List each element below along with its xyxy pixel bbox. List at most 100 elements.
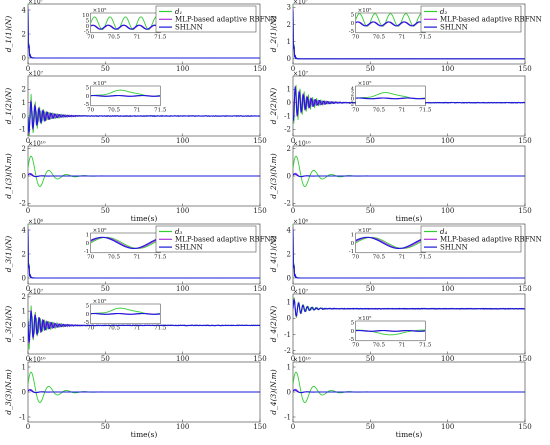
y-exponent: ×10⁷ <box>28 289 44 296</box>
x-tick-label: 100 <box>176 285 189 293</box>
inset-series-shlnn-line <box>90 24 161 30</box>
x-tick-label: 50 <box>101 137 110 145</box>
inset-exponent: ×10⁵ <box>358 7 372 14</box>
series-shlnn-line <box>28 311 260 343</box>
x-tick-label: 150 <box>518 285 531 293</box>
y-axis-label: d_2(1)(N) <box>269 16 278 52</box>
y-tick-label: 0 <box>287 172 291 180</box>
inset-exponent: ×10⁵ <box>93 7 107 14</box>
legend-entry: MLP-based adaptive RBFNN <box>175 236 277 244</box>
y-tick-label: 4 <box>22 226 27 234</box>
inset-plot: 70 70.5 71 71.5 -5 0 5×10⁵ <box>349 315 432 348</box>
inset-series-shlnn-line <box>90 312 161 315</box>
inset-x-tick-label: 70 <box>87 107 94 113</box>
inset-exponent: ×10⁵ <box>358 80 372 87</box>
y-tick-label: 1 <box>287 86 291 94</box>
x-tick-label: 100 <box>176 207 189 215</box>
y-axis-label: d_3(3)(N.m) <box>4 369 13 414</box>
inset-exponent: ×10⁶ <box>358 227 373 234</box>
y-axis-label: d_3(2)(N) <box>4 306 13 342</box>
x-tick-label: 50 <box>101 285 110 293</box>
x-tick-label: 50 <box>366 65 375 73</box>
inset-x-tick-label: 70.5 <box>108 254 121 260</box>
x-tick-label: 150 <box>518 423 531 431</box>
inset-x-tick-label: 70.5 <box>373 34 386 40</box>
x-tick-label: 0 <box>26 355 30 363</box>
y-exponent: ×10¹⁰ <box>293 357 311 364</box>
x-tick-label: 50 <box>366 423 375 431</box>
inset-plot: 70 70.5 71 71.5 -5 0 5×10⁵ <box>349 7 432 40</box>
inset-series-shlnn-line <box>90 94 161 97</box>
y-tick-label: 1 <box>287 363 291 371</box>
y-tick-label: 0 <box>287 388 291 396</box>
y-tick-label: 0 <box>287 315 291 323</box>
y-tick-label: 2 <box>22 30 26 38</box>
series-shlnn-line <box>293 10 525 60</box>
y-axis-label: d_4(2)(N) <box>269 306 278 342</box>
legend-entry: d₂ <box>440 8 447 16</box>
y-tick-label: 4 <box>22 6 27 14</box>
y-tick-label: -2 <box>19 200 26 208</box>
y-exponent: ×10⁷ <box>28 71 44 78</box>
inset-y-tick-label: 0 <box>86 241 90 247</box>
subplot-p4: 0 50 100 150 -2 -1 0 1 ×10⁷ d_2(2)(N) 70 70.5 71 71.5… <box>269 71 532 146</box>
x-tick-label: 0 <box>291 65 295 73</box>
inset-x-tick-label: 71.5 <box>419 34 432 40</box>
inset-y-tick-label: 4 <box>351 86 355 92</box>
y-exponent: ×10⁷ <box>293 71 309 78</box>
inset-series-shlnn-line <box>355 329 426 332</box>
x-tick-label: 50 <box>101 207 110 215</box>
y-exponent: ×10⁶ <box>28 219 44 226</box>
inset-x-tick-label: 70 <box>352 107 359 113</box>
inset-exponent: ×10⁵ <box>93 80 107 87</box>
inset-exponent: ×10⁵ <box>358 315 372 322</box>
inset-series-shlnn-line <box>355 21 426 27</box>
inset-series-d-line <box>355 13 426 27</box>
y-tick-label: 1 <box>22 99 26 107</box>
inset-x-tick-label: 70.5 <box>108 34 121 40</box>
x-tick-label: 50 <box>101 423 110 431</box>
x-tick-label: 50 <box>101 65 110 73</box>
legend-entry: d₄ <box>440 228 447 236</box>
y-axis-label: d_1(3)(N.m) <box>4 153 13 198</box>
x-tick-label: 150 <box>253 355 266 363</box>
inset-y-tick-label: 1 <box>86 233 90 239</box>
y-exponent: ×10¹⁰ <box>293 141 311 148</box>
inset-x-tick-label: 71 <box>134 34 141 40</box>
x-tick-label: 100 <box>176 137 189 145</box>
y-exponent: ×10⁶ <box>293 219 309 226</box>
x-axis-label: time(s) <box>131 214 158 223</box>
x-tick-label: 100 <box>441 285 454 293</box>
y-axis-label: d_1(1)(N) <box>4 16 13 52</box>
inset-x-tick-label: 71 <box>134 325 141 331</box>
y-exponent: ×10⁷ <box>28 0 44 6</box>
inset-y-tick-label: 0 <box>351 96 355 102</box>
x-tick-label: 150 <box>518 207 531 215</box>
inset-x-tick-label: 71 <box>399 254 406 260</box>
inset-box <box>355 85 426 107</box>
inset-y-tick-label: 5 <box>86 304 90 310</box>
x-tick-label: 50 <box>366 355 375 363</box>
inset-y-tick-label: 0 <box>86 24 90 30</box>
inset-x-tick-label: 70 <box>87 325 94 331</box>
series-shlnn-line <box>293 173 525 178</box>
series-shlnn-line <box>28 229 260 279</box>
inset-x-tick-label: 70.5 <box>373 342 386 348</box>
y-axis-label: d_2(3)(N.m) <box>269 153 278 198</box>
legend-entry: SHLNN <box>175 24 203 32</box>
x-axis-label: time(s) <box>396 430 423 439</box>
legend-entry: MLP-based adaptive RBFNN <box>440 236 542 244</box>
inset-series-shlnn-line <box>355 97 426 100</box>
legend-entry: MLP-based adaptive RBFNN <box>175 16 277 24</box>
y-axis-label: d_1(2)(N) <box>4 88 13 124</box>
x-tick-label: 0 <box>291 137 295 145</box>
y-tick-label: 4 <box>287 226 292 234</box>
